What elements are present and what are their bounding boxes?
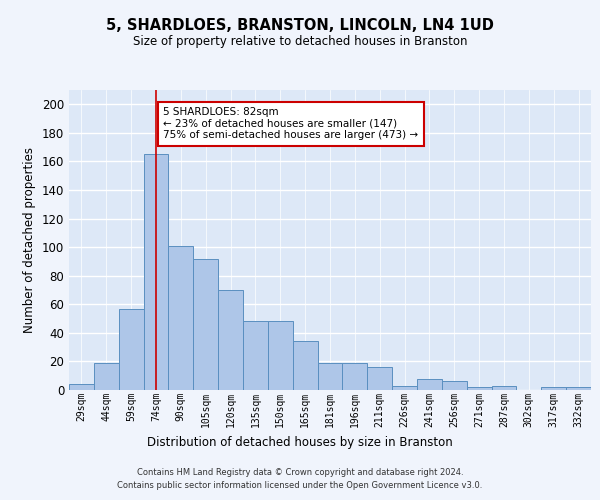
Bar <box>442 382 467 390</box>
Bar <box>467 387 491 390</box>
Y-axis label: Number of detached properties: Number of detached properties <box>23 147 36 333</box>
Text: Distribution of detached houses by size in Branston: Distribution of detached houses by size … <box>147 436 453 449</box>
Bar <box>392 386 417 390</box>
Bar <box>169 246 193 390</box>
Bar <box>119 308 143 390</box>
Text: 5, SHARDLOES, BRANSTON, LINCOLN, LN4 1UD: 5, SHARDLOES, BRANSTON, LINCOLN, LN4 1UD <box>106 18 494 32</box>
Bar <box>94 363 119 390</box>
Bar <box>566 387 591 390</box>
Text: Size of property relative to detached houses in Branston: Size of property relative to detached ho… <box>133 35 467 48</box>
Bar <box>417 378 442 390</box>
Bar <box>491 386 517 390</box>
Bar <box>367 367 392 390</box>
Text: 5 SHARDLOES: 82sqm
← 23% of detached houses are smaller (147)
75% of semi-detach: 5 SHARDLOES: 82sqm ← 23% of detached hou… <box>163 107 419 140</box>
Bar <box>317 363 343 390</box>
Bar <box>243 322 268 390</box>
Text: Contains HM Land Registry data © Crown copyright and database right 2024.: Contains HM Land Registry data © Crown c… <box>137 468 463 477</box>
Bar <box>218 290 243 390</box>
Bar <box>268 322 293 390</box>
Bar <box>69 384 94 390</box>
Bar <box>293 342 317 390</box>
Bar <box>143 154 169 390</box>
Bar <box>193 258 218 390</box>
Bar <box>343 363 367 390</box>
Text: Contains public sector information licensed under the Open Government Licence v3: Contains public sector information licen… <box>118 482 482 490</box>
Bar <box>541 387 566 390</box>
